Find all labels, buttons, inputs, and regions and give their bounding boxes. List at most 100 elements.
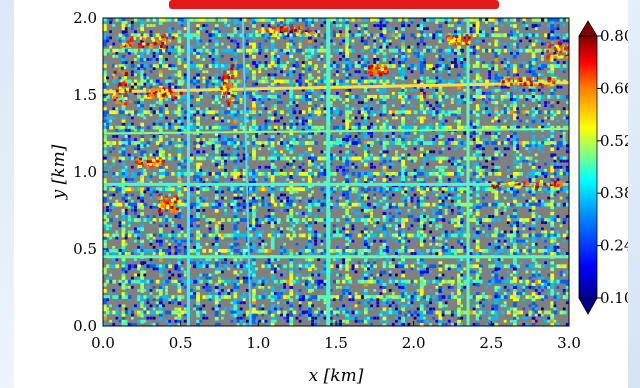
field-cell [183, 159, 187, 163]
field-cell [233, 64, 238, 68]
field-cell [158, 113, 163, 118]
field-cell [509, 51, 513, 55]
field-cell [531, 239, 536, 244]
field-cell [382, 138, 387, 142]
field-cell [556, 162, 560, 166]
field-cell [509, 33, 514, 38]
field-cell [121, 162, 126, 167]
field-cell [103, 42, 107, 47]
field-cell [245, 39, 249, 43]
field-cell [457, 36, 461, 41]
field-cell [342, 64, 346, 68]
field-cell [562, 45, 566, 49]
field-cell [292, 230, 296, 234]
field-cell [441, 245, 445, 249]
field-cell [280, 51, 283, 55]
field-cell [124, 172, 129, 176]
field-cell [174, 119, 178, 123]
field-cell [270, 18, 275, 22]
field-cell [550, 233, 555, 238]
field-cell [115, 18, 120, 22]
field-cell [410, 233, 415, 238]
field-cell [438, 54, 443, 59]
field-cell [497, 150, 501, 154]
field-cell [193, 64, 197, 68]
field-cell [258, 48, 263, 53]
field-cell [332, 33, 337, 38]
field-cell [267, 113, 271, 117]
field-cell [276, 221, 280, 225]
field-cell [137, 202, 141, 207]
field-cell [115, 249, 120, 253]
field-cell [363, 125, 368, 130]
field-cell [379, 33, 384, 38]
field-cell [360, 101, 364, 104]
field-cell [541, 172, 545, 176]
field-cell [435, 101, 439, 104]
field-cell [525, 24, 529, 27]
field-cell [177, 91, 182, 96]
field-cell [547, 122, 551, 126]
field-cell [547, 110, 551, 115]
field-cell [482, 196, 485, 200]
field-cell [550, 162, 555, 167]
field-cell [419, 119, 424, 124]
field-cell [270, 224, 275, 229]
field-cell [345, 215, 350, 219]
field-cell [363, 150, 368, 155]
field-cell [121, 21, 126, 25]
field-cell [202, 76, 206, 80]
field-cell [221, 156, 225, 161]
field-cell [242, 172, 247, 176]
field-cell [488, 91, 492, 95]
field-cell [447, 233, 452, 238]
field-cell [252, 128, 256, 133]
field-cell [329, 205, 333, 209]
field-cell [345, 205, 350, 210]
field-cell [370, 135, 373, 138]
field-cell [419, 67, 424, 71]
field-cell [208, 230, 212, 234]
field-cell [158, 116, 163, 121]
field-cell [382, 242, 387, 247]
field-cell [460, 190, 464, 194]
field-cell [103, 51, 107, 56]
field-cell [242, 128, 246, 132]
field-cell [308, 48, 312, 53]
field-cell [317, 125, 322, 130]
field-cell [373, 125, 378, 130]
field-cell [183, 116, 187, 120]
field-cell [109, 202, 113, 207]
field-cell [121, 221, 126, 225]
field-cell [276, 95, 281, 99]
field-cell [245, 236, 249, 240]
field-cell [258, 128, 262, 132]
field-cell [124, 199, 128, 203]
field-cell [531, 61, 536, 65]
field-cell [351, 95, 356, 99]
field-cell [438, 48, 443, 53]
field-cell [283, 135, 286, 138]
field-cell [419, 212, 424, 216]
field-cell [367, 61, 370, 64]
field-cell [522, 233, 527, 238]
field-cell [398, 156, 402, 161]
field-cell [196, 156, 200, 161]
field-cell [494, 150, 499, 155]
field-cell [351, 79, 356, 84]
field-cell [211, 58, 215, 61]
field-cell [367, 208, 370, 212]
field-cell [233, 95, 238, 99]
field-cell [217, 33, 222, 38]
field-cell [550, 153, 555, 158]
field-cell [354, 135, 358, 138]
field-cell [103, 101, 107, 105]
field-cell [348, 135, 352, 138]
field-cell [475, 39, 480, 44]
field-cell [149, 196, 153, 200]
field-cell [382, 39, 387, 44]
field-cell [534, 58, 538, 61]
field-cell [351, 141, 356, 145]
field-cell [298, 45, 302, 49]
field-cell [395, 33, 399, 38]
